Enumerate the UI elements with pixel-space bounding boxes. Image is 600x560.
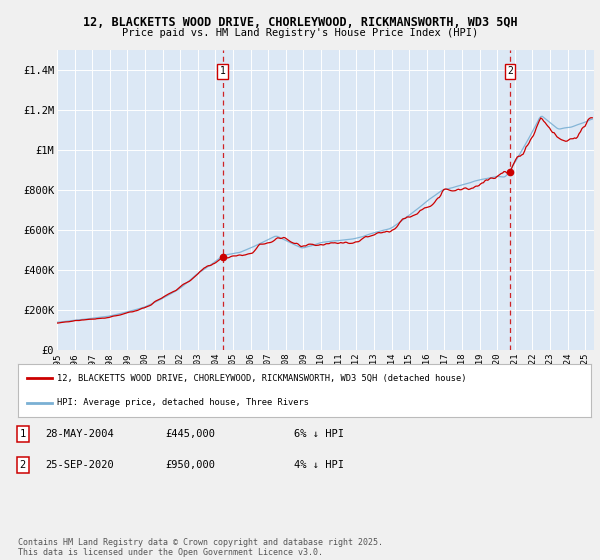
Text: £445,000: £445,000 [165, 429, 215, 439]
Text: 2: 2 [20, 460, 26, 470]
Text: 1: 1 [220, 67, 226, 76]
Text: 25-SEP-2020: 25-SEP-2020 [45, 460, 114, 470]
Text: £950,000: £950,000 [165, 460, 215, 470]
Text: Contains HM Land Registry data © Crown copyright and database right 2025.
This d: Contains HM Land Registry data © Crown c… [18, 538, 383, 557]
Text: 28-MAY-2004: 28-MAY-2004 [45, 429, 114, 439]
Text: 12, BLACKETTS WOOD DRIVE, CHORLEYWOOD, RICKMANSWORTH, WD3 5QH: 12, BLACKETTS WOOD DRIVE, CHORLEYWOOD, R… [83, 16, 517, 29]
Text: 12, BLACKETTS WOOD DRIVE, CHORLEYWOOD, RICKMANSWORTH, WD3 5QH (detached house): 12, BLACKETTS WOOD DRIVE, CHORLEYWOOD, R… [57, 374, 466, 383]
Text: 1: 1 [20, 429, 26, 439]
Text: 6% ↓ HPI: 6% ↓ HPI [294, 429, 344, 439]
Text: 2: 2 [507, 67, 513, 76]
Text: 4% ↓ HPI: 4% ↓ HPI [294, 460, 344, 470]
Text: Price paid vs. HM Land Registry's House Price Index (HPI): Price paid vs. HM Land Registry's House … [122, 28, 478, 38]
Text: HPI: Average price, detached house, Three Rivers: HPI: Average price, detached house, Thre… [57, 398, 309, 407]
